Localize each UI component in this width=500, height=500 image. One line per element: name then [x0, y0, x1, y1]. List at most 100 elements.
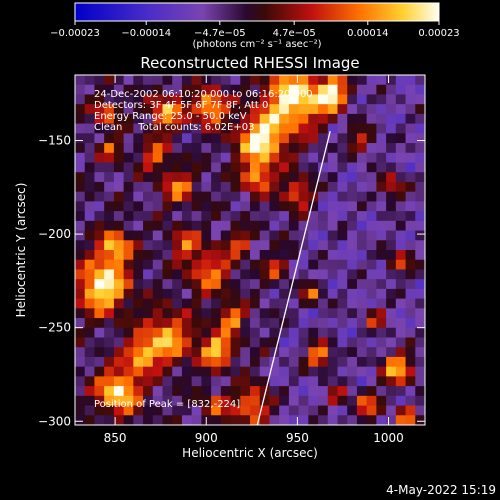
heatmap-cell — [201, 288, 212, 300]
heatmap-cell — [104, 143, 115, 154]
heatmap-cell — [318, 298, 329, 309]
heatmap-cell — [405, 94, 416, 105]
heatmap-cell — [191, 269, 202, 280]
heatmap-cell — [415, 162, 425, 173]
heatmap-cell — [376, 395, 387, 407]
heatmap-cell — [337, 366, 348, 377]
heatmap-cell — [298, 84, 309, 96]
heatmap-cell — [288, 152, 300, 164]
heatmap-cell — [327, 337, 339, 348]
heatmap-cell — [298, 152, 309, 164]
heatmap-cell — [415, 327, 425, 339]
heatmap-cell — [240, 104, 251, 115]
heatmap-cell — [240, 356, 251, 368]
heatmap-cell — [288, 250, 300, 261]
heatmap-cell — [75, 172, 86, 183]
heatmap-cell — [347, 75, 358, 86]
heatmap-cell — [250, 104, 261, 115]
heatmap-cell — [152, 415, 164, 425]
heatmap-cell — [133, 94, 144, 105]
heatmap-cell — [288, 415, 300, 425]
heatmap-cell — [298, 356, 309, 368]
heatmap-cell — [395, 211, 407, 222]
heatmap-cell — [269, 279, 280, 290]
heatmap-cell — [191, 298, 202, 309]
heatmap-cell — [415, 75, 425, 86]
heatmap-cell — [298, 308, 309, 319]
heatmap-cell — [143, 240, 154, 251]
heatmap-cell — [308, 337, 319, 348]
heatmap-cell — [356, 298, 368, 309]
heatmap-cell — [356, 75, 368, 86]
heatmap-cell — [123, 172, 134, 183]
heatmap-cell — [327, 104, 339, 115]
heatmap-cell — [376, 318, 387, 329]
heatmap-cell — [298, 288, 309, 300]
heatmap-cell — [347, 386, 358, 397]
heatmap-cell — [279, 288, 290, 300]
heatmap-cell — [308, 113, 319, 125]
heatmap-cell — [113, 133, 125, 144]
heatmap-cell — [269, 84, 280, 96]
heatmap-cell — [288, 123, 300, 134]
heatmap-cell — [250, 230, 261, 241]
heatmap-cell — [230, 104, 241, 115]
heatmap-cell — [94, 123, 105, 134]
heatmap-cell — [75, 104, 86, 115]
heatmap-cell — [84, 191, 96, 202]
heatmap-cell — [347, 318, 358, 329]
heatmap-cell — [279, 279, 290, 290]
heatmap-cell — [386, 298, 397, 309]
heatmap-cell — [376, 201, 387, 212]
heatmap-cell — [191, 230, 202, 241]
heatmap-cell — [405, 308, 416, 319]
heatmap-cell — [415, 279, 425, 290]
heatmap-cell — [298, 240, 309, 251]
heatmap-cell — [211, 143, 222, 154]
heatmap-cell — [269, 415, 280, 425]
heatmap-cell — [318, 356, 329, 368]
heatmap-cell — [327, 75, 339, 86]
heatmap-cell — [133, 415, 144, 425]
heatmap-cell — [386, 152, 397, 164]
heatmap-cell — [104, 152, 115, 164]
heatmap-cell — [288, 347, 300, 358]
heatmap-cell — [327, 201, 339, 212]
heatmap-cell — [230, 366, 241, 377]
heatmap-cell — [113, 75, 125, 86]
heatmap-cell — [298, 376, 309, 387]
heatmap-cell — [250, 240, 261, 251]
heatmap-cell — [269, 356, 280, 368]
heatmap-cell — [201, 162, 212, 173]
heatmap-cell — [308, 376, 319, 387]
heatmap-cell — [366, 318, 377, 329]
heatmap-cell — [327, 162, 339, 173]
heatmap-cell — [143, 104, 154, 115]
heatmap-cell — [415, 133, 425, 144]
heatmap-cell — [94, 337, 105, 348]
heatmap-cell — [230, 220, 241, 232]
heatmap-cell — [143, 415, 154, 425]
heatmap-cell — [240, 84, 251, 96]
heatmap-cell — [308, 123, 319, 134]
heatmap-cell — [113, 250, 125, 261]
heatmap-cell — [201, 240, 212, 251]
heatmap-cell — [143, 366, 154, 377]
heatmap-cell — [123, 220, 134, 232]
colorbar-units-label: (photons cm⁻² s⁻¹ asec⁻²) — [192, 39, 321, 50]
heatmap-cell — [191, 337, 202, 348]
heatmap-cell — [133, 279, 144, 290]
heatmap-cell — [327, 152, 339, 164]
heatmap-cell — [220, 113, 232, 125]
heatmap-cell — [230, 269, 241, 280]
heatmap-cell — [347, 152, 358, 164]
heatmap-cell — [405, 230, 416, 241]
heatmap-cell — [94, 104, 105, 115]
heatmap-cell — [172, 279, 183, 290]
heatmap-cell — [318, 172, 329, 183]
heatmap-cell — [240, 337, 251, 348]
heatmap-cell — [269, 337, 280, 348]
heatmap-cell — [162, 152, 173, 164]
heatmap-cell — [152, 162, 164, 173]
heatmap-cell — [211, 415, 222, 425]
